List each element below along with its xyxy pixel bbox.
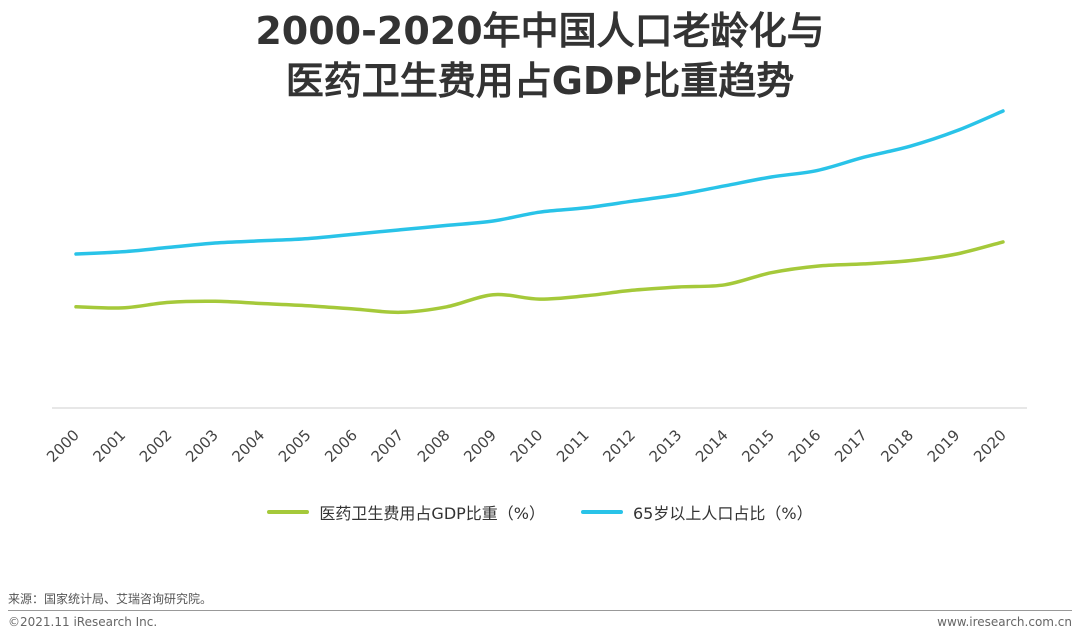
x-tick-label: 2013 <box>646 426 686 466</box>
x-tick-label: 2007 <box>368 426 408 466</box>
legend-label-health-expenditure: 医药卫生费用占GDP比重（%） <box>319 504 545 523</box>
x-tick-label: 2008 <box>414 426 454 466</box>
chart-title-line-2: 医药卫生费用占GDP比重趋势 <box>285 59 795 103</box>
legend-swatch-health-expenditure <box>267 510 310 514</box>
series-line-health-expenditure <box>74 240 1005 315</box>
x-tick-label: 2011 <box>553 426 593 466</box>
website-link[interactable]: www.iresearch.com.cn <box>937 615 1072 629</box>
chart-legend: 医药卫生费用占GDP比重（%） 65岁以上人口占比（%） <box>0 500 1080 524</box>
x-tick-label: 2005 <box>275 426 315 466</box>
x-tick-label: 2001 <box>89 426 129 466</box>
x-tick-label: 2012 <box>599 426 639 466</box>
chart-title-line-1: 2000-2020年中国人口老龄化与 <box>255 9 825 53</box>
legend-label-elderly-population: 65岁以上人口占比（%） <box>633 504 813 523</box>
footer-divider <box>8 610 1072 611</box>
x-tick-label: 2009 <box>460 426 500 466</box>
legend-swatch-elderly-population <box>581 510 623 514</box>
legend-item-health-expenditure: 医药卫生费用占GDP比重（%） <box>267 500 545 524</box>
legend-item-elderly-population: 65岁以上人口占比（%） <box>581 500 813 524</box>
x-tick-label: 2016 <box>785 426 825 466</box>
x-tick-label: 2020 <box>970 426 1010 466</box>
x-tick-label: 2004 <box>228 426 268 466</box>
x-tick-label: 2015 <box>738 426 778 466</box>
x-tick-label: 2003 <box>182 426 222 466</box>
x-tick-label: 2018 <box>877 426 917 466</box>
x-tick-label: 2019 <box>924 426 964 466</box>
series-line-elderly-population <box>74 109 1005 256</box>
x-tick-label: 2010 <box>507 426 547 466</box>
copyright-text: ©2021.11 iResearch Inc. <box>8 615 158 629</box>
source-note: 来源：国家统计局、艾瑞咨询研究院。 <box>8 592 213 606</box>
x-tick-label: 2017 <box>831 426 871 466</box>
x-tick-label: 2000 <box>43 426 83 466</box>
x-tick-label: 2006 <box>321 426 361 466</box>
x-tick-label: 2014 <box>692 426 732 466</box>
x-tick-label: 2002 <box>136 426 176 466</box>
